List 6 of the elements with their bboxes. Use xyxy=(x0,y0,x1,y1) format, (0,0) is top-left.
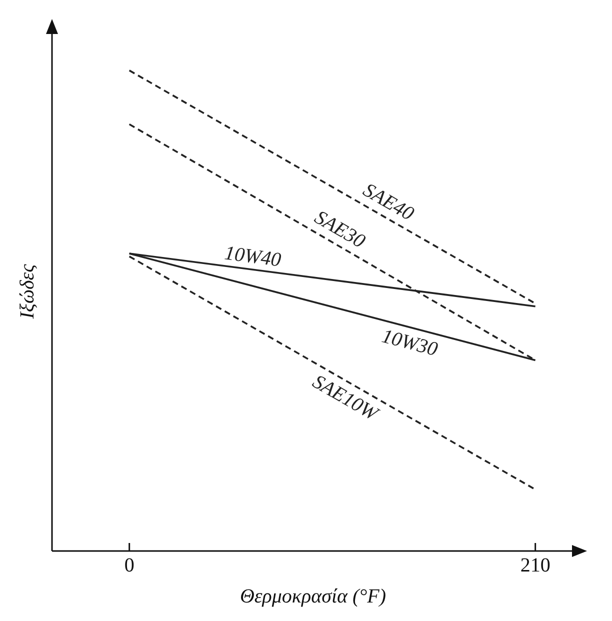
text: 10W30 xyxy=(379,325,440,361)
x-tick-label: 210 xyxy=(520,554,550,576)
text: 10W40 xyxy=(223,242,282,272)
x-tick-label: 0 xyxy=(124,554,134,576)
x-axis-title: Θερμοκρασία (°F) xyxy=(240,585,386,608)
y-axis-title: Ιξώδες xyxy=(16,263,38,320)
